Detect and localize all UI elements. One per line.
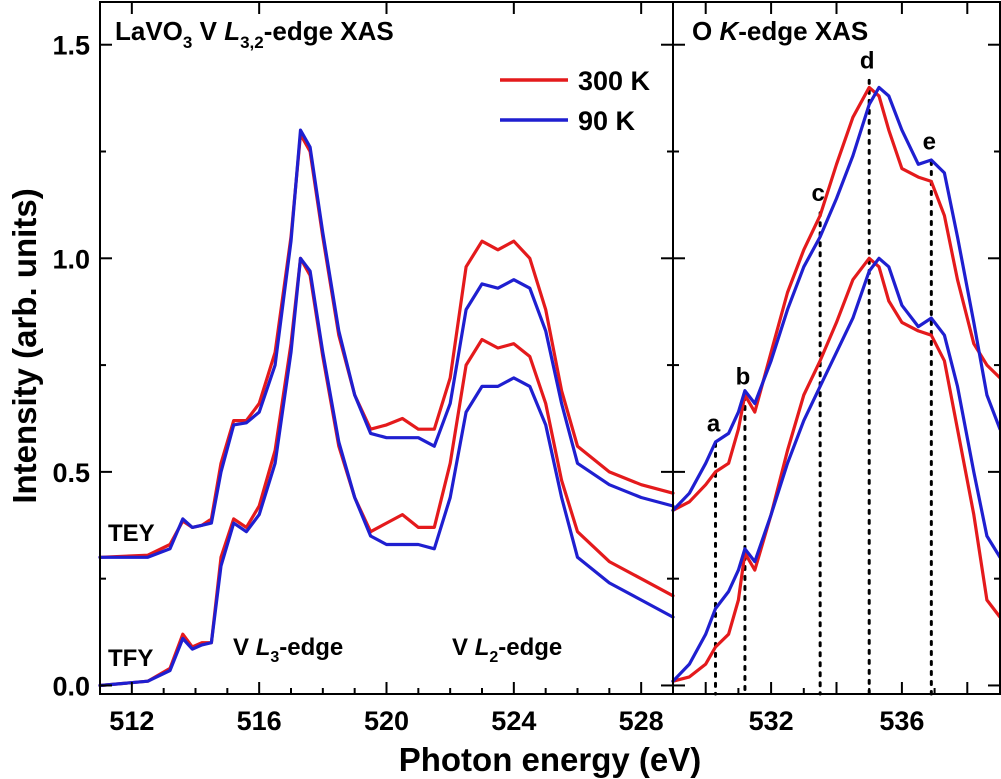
left-xtick-label-516: 516 [237, 706, 282, 736]
left-panel-title: LaVO3 V L3,2-edge XAS [115, 16, 394, 52]
left-series-3-blue [98, 256, 675, 688]
right-series-group [671, 85, 1001, 683]
tey-label: TEY [108, 520, 155, 547]
right-series-0-red [671, 85, 1001, 512]
right-marker-lines: ab c d e [707, 47, 936, 696]
right-ticks-group: 532 536 [673, 2, 1000, 736]
left-xtick-label-512: 512 [109, 706, 154, 736]
peak-label-d: d [860, 47, 875, 74]
tfy-label: TFY [108, 645, 153, 672]
left-xtick-label-524: 524 [491, 706, 536, 736]
legend-label-90k: 90 K [578, 106, 636, 136]
left-series-1-blue [98, 128, 675, 559]
ytick-label-0.5: 0.5 [52, 458, 90, 488]
right-xtick-label-532: 532 [749, 706, 794, 736]
peak-label-e: e [923, 129, 936, 156]
right-series-1-blue [671, 85, 1001, 512]
right-series-3-blue [671, 256, 1001, 683]
right-series-2-red [671, 256, 1001, 683]
ytick-label-1.5: 1.5 [52, 31, 90, 61]
x-axis-title: Photon energy (eV) [399, 741, 702, 778]
panel-o-k-edge: ab c d e 532 536 O K-edge XAS [671, 1, 1001, 736]
ytick-label-0: 0.0 [52, 671, 90, 701]
right-panel-frame [672, 1, 1001, 695]
l3-edge-label: V L3-edge [233, 634, 343, 666]
left-series-0-red [98, 132, 675, 559]
left-ticks-group: 512 516 520 524 528 0.0 0.5 1.0 1.5 [52, 2, 673, 736]
left-xtick-label-520: 520 [364, 706, 409, 736]
left-xtick-label-528: 528 [619, 706, 664, 736]
y-axis-title: Intensity (arb. units) [6, 188, 43, 503]
ytick-label-1: 1.0 [52, 244, 90, 274]
legend-label-300k: 300 K [578, 66, 651, 96]
panel-v-l-edge: 512 516 520 524 528 0.0 0.5 1.0 1.5 LaVO3 V L3,2… [52, 1, 675, 736]
peak-label-b: b [736, 363, 751, 390]
peak-label-a: a [707, 410, 721, 437]
l2-edge-label: V L2-edge [452, 634, 562, 666]
right-panel-title: O K-edge XAS [692, 16, 868, 46]
left-series-group [98, 128, 675, 688]
legend: 300 K 90 K [500, 66, 651, 136]
peak-label-c: c [811, 180, 824, 207]
right-xtick-label-536: 536 [879, 706, 924, 736]
left-series-2-red [98, 256, 675, 688]
